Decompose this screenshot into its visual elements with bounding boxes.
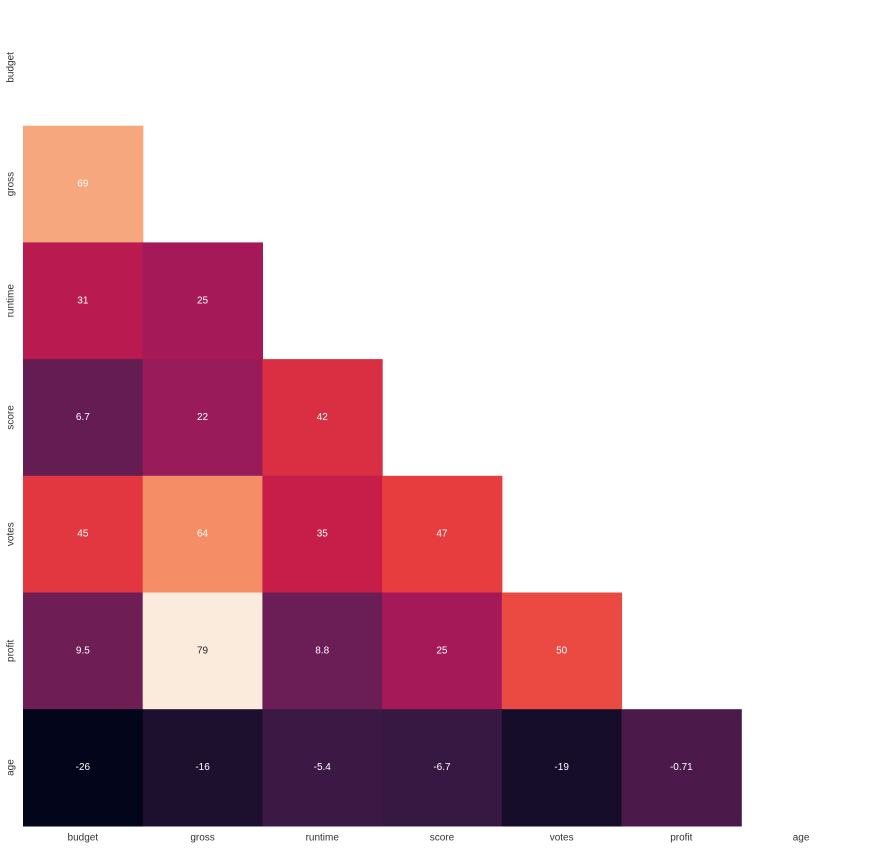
heatmap-cell-votes-runtime [262, 475, 383, 594]
y-tick-label-budget: budget [6, 52, 17, 83]
x-axis-tick-labels: budget gross runtime score votes profit age [68, 832, 810, 843]
y-tick-label-votes: votes [6, 522, 17, 546]
heatmap-cell-label: 69 [77, 179, 89, 190]
x-tick-label-runtime: runtime [306, 832, 340, 843]
x-tick-label-votes: votes [550, 832, 574, 843]
heatmap-cell-label: 50 [556, 645, 568, 656]
heatmap-cell-label: 25 [436, 645, 448, 656]
heatmap-cell-label: 79 [197, 645, 209, 656]
heatmap-cell-age-runtime [262, 709, 383, 827]
heatmap-cell-score-gross [142, 359, 263, 477]
heatmap-cell-label: 8.8 [315, 645, 329, 656]
heatmap-cell-label: 6.7 [76, 412, 90, 423]
heatmap-cell-label: -16 [195, 762, 210, 773]
x-tick-label-age: age [793, 832, 810, 843]
heatmap-cells [23, 125, 742, 827]
y-tick-label-age: age [6, 759, 17, 776]
heatmap-cell-votes-gross [142, 475, 263, 594]
heatmap-cell-label: -26 [76, 762, 91, 773]
y-tick-label-profit: profit [6, 640, 17, 662]
heatmap-cell-score-runtime [262, 359, 383, 477]
heatmap-cell-label: 64 [197, 529, 209, 540]
heatmap-cell-runtime-budget [23, 242, 144, 360]
x-tick-label-gross: gross [190, 832, 214, 843]
y-tick-label-runtime: runtime [6, 284, 17, 318]
heatmap-cell-label: 22 [197, 412, 209, 423]
heatmap-cell-label: 25 [197, 295, 209, 306]
heatmap-cell-label: 47 [436, 529, 448, 540]
heatmap-cell-label: -19 [554, 762, 569, 773]
y-axis-tick-labels: budget gross runtime score votes profit age [6, 52, 17, 776]
heatmap-cell-profit-runtime [262, 592, 383, 710]
heatmap-cell-profit-votes [501, 592, 623, 710]
y-tick-label-score: score [6, 405, 17, 430]
heatmap-cell-label: -0.71 [670, 762, 693, 773]
heatmap-cell-label: 31 [77, 295, 89, 306]
heatmap-cell-label: -6.7 [433, 762, 451, 773]
x-tick-label-score: score [430, 832, 455, 843]
heatmap-cell-label: 42 [317, 412, 329, 423]
heatmap-cell-profit-budget [23, 592, 144, 710]
heatmap-cell-profit-gross [142, 592, 263, 710]
heatmap-cell-label: -5.4 [314, 762, 332, 773]
heatmap-cell-votes-score [382, 475, 503, 594]
x-tick-label-profit: profit [670, 832, 692, 843]
heatmap-cell-age-votes [501, 709, 623, 827]
heatmap-cell-label: 45 [77, 529, 89, 540]
heatmap-cell-age-score [382, 709, 503, 827]
heatmap-cell-label: 35 [317, 529, 329, 540]
heatmap-cell-age-gross [142, 709, 263, 827]
heatmap-cell-age-profit [621, 709, 742, 827]
heatmap-cell-runtime-gross [142, 242, 263, 360]
heatmap-cell-votes-budget [23, 475, 144, 594]
heatmap-cell-gross-budget [23, 125, 144, 243]
y-tick-label-gross: gross [6, 172, 17, 196]
heatmap-cell-label: 9.5 [76, 645, 90, 656]
heatmap-cell-labels: 69 31 25 6.7 22 42 45 64 35 47 9.5 79 8.8 25 50 -26 -16 -… [76, 179, 694, 773]
heatmap-cell-score-budget [23, 359, 144, 477]
heatmap-cell-profit-score [382, 592, 503, 710]
heatmap-cell-age-budget [23, 709, 144, 827]
x-tick-label-budget: budget [68, 832, 99, 843]
